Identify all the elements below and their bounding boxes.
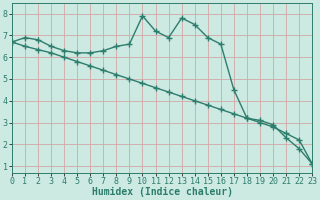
X-axis label: Humidex (Indice chaleur): Humidex (Indice chaleur) (92, 187, 233, 197)
